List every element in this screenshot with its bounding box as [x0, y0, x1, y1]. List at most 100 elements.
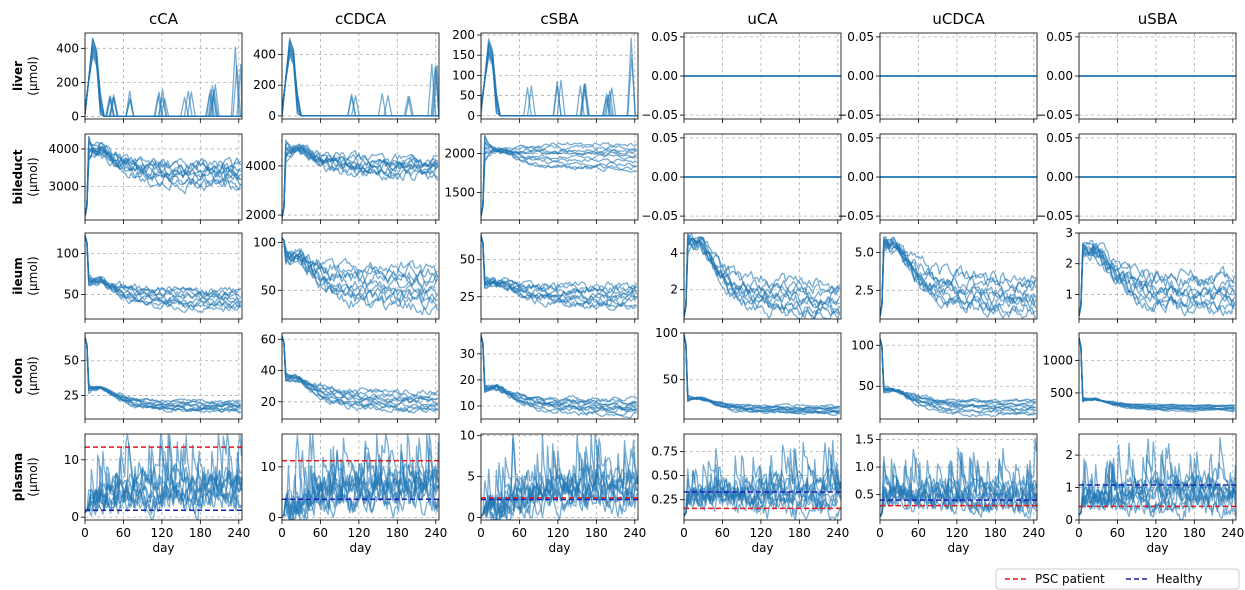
y-tick-label: 0 — [268, 510, 276, 524]
series-line — [85, 46, 242, 118]
panel-plasma-ucdca: 0.5 1.0 1.5 0 60 120 180 240 day — [855, 433, 1045, 555]
y-tick-label: 0.75 — [651, 444, 678, 458]
series-group — [880, 235, 1037, 319]
series-line — [481, 235, 637, 306]
series-line — [85, 337, 242, 409]
y-tick-label: 100 — [851, 338, 874, 352]
series-group — [85, 434, 242, 520]
x-tick-label: 60 — [512, 526, 527, 540]
y-tick-label: 0 — [467, 109, 475, 123]
series-group — [1079, 239, 1236, 317]
series-line — [282, 139, 439, 218]
y-tick-label: 200 — [253, 78, 276, 92]
series-line — [684, 334, 841, 410]
series-group — [85, 37, 242, 118]
series-line — [1079, 337, 1235, 410]
y-tick-label: 100 — [253, 236, 276, 250]
panel-colon-uca: 50 100 — [655, 326, 842, 423]
series-group — [481, 134, 638, 217]
series-line — [282, 37, 439, 117]
series-line — [684, 334, 840, 408]
series-group — [1079, 436, 1236, 520]
y-tick-label: 2.5 — [855, 283, 874, 297]
panel-frame — [84, 332, 243, 420]
row-label-name: liver — [11, 61, 25, 91]
y-tick-label: 50 — [64, 287, 79, 301]
x-axis-label: day — [947, 541, 969, 555]
panel-frame — [281, 32, 440, 120]
panel-frame — [879, 232, 1038, 320]
y-tick-label: 2 — [1065, 257, 1073, 271]
x-tick-label: 0 — [278, 526, 286, 540]
column-title-cca: cCA — [149, 10, 179, 28]
series-group — [481, 434, 638, 520]
y-tick-label: 2 — [1065, 448, 1073, 462]
y-tick-label: 4 — [670, 246, 678, 260]
y-tick-label: 0 — [268, 109, 276, 123]
series-line — [1079, 337, 1235, 410]
x-tick-label: 180 — [788, 526, 811, 540]
panel-frame — [281, 133, 440, 221]
panel-frame — [879, 332, 1038, 420]
panel-frame — [1078, 332, 1237, 420]
series-line — [282, 335, 439, 412]
series-line — [282, 40, 439, 117]
y-tick-label: −0.05 — [641, 108, 678, 122]
panel-frame — [683, 332, 842, 420]
series-group — [282, 37, 439, 117]
row-label-name: ileum — [11, 257, 25, 294]
series-line — [1079, 460, 1236, 518]
series-line — [282, 335, 439, 397]
y-tick-label: 10 — [460, 399, 475, 413]
y-tick-label: 3000 — [48, 179, 79, 193]
series-line — [85, 235, 241, 305]
panel-ileum-usba: 1 2 3 — [1065, 226, 1237, 323]
y-tick-label: 4000 — [48, 142, 79, 156]
panel-colon-usba: 500 1000 — [1042, 332, 1237, 423]
y-tick-label: 2000 — [444, 147, 475, 161]
series-line — [85, 434, 242, 513]
y-tick-label: 20 — [460, 373, 475, 387]
series-line — [684, 334, 840, 416]
series-line — [880, 242, 1037, 317]
y-tick-label: 10 — [460, 429, 475, 443]
y-tick-label: 50 — [859, 379, 874, 393]
series-line — [282, 237, 439, 294]
y-tick-label: 0.00 — [651, 69, 678, 83]
x-tick-label: 60 — [1110, 526, 1125, 540]
panel-frame — [281, 433, 440, 521]
column-title-csba: cSBA — [540, 10, 579, 28]
row-label-unit: (µmol) — [26, 457, 40, 496]
series-group — [880, 437, 1037, 519]
panel-frame — [480, 433, 639, 521]
series-line — [1079, 337, 1235, 409]
series-line — [85, 337, 241, 413]
series-line — [684, 446, 841, 517]
y-tick-label: 100 — [452, 68, 475, 82]
row-label-ileum: ileum (µmol) — [11, 256, 40, 295]
series-line — [85, 235, 242, 311]
series-line — [481, 235, 638, 299]
row-label-name: colon — [11, 358, 25, 394]
y-tick-label: 50 — [261, 283, 276, 297]
column-title-ucdca: uCDCA — [932, 10, 985, 28]
panel-colon-csba: 10 20 30 — [460, 332, 639, 423]
x-tick-label: 60 — [116, 526, 131, 540]
series-line — [282, 39, 439, 117]
x-tick-label: 240 — [623, 526, 646, 540]
series-line — [1079, 239, 1236, 317]
panel-liver-usba: −0.05 0.00 0.05 — [1036, 30, 1237, 123]
series-line — [481, 235, 638, 295]
panel-frame — [480, 133, 639, 221]
y-tick-label: 1.5 — [855, 433, 874, 447]
panel-colon-cca: 25 50 — [64, 332, 243, 423]
panel-frame — [879, 433, 1038, 521]
series-line — [1079, 463, 1236, 516]
x-tick-label: 120 — [1144, 526, 1167, 540]
panel-frame — [281, 232, 440, 320]
x-tick-label: 60 — [313, 526, 328, 540]
y-tick-label: 0 — [1065, 513, 1073, 527]
series-group — [282, 237, 439, 316]
